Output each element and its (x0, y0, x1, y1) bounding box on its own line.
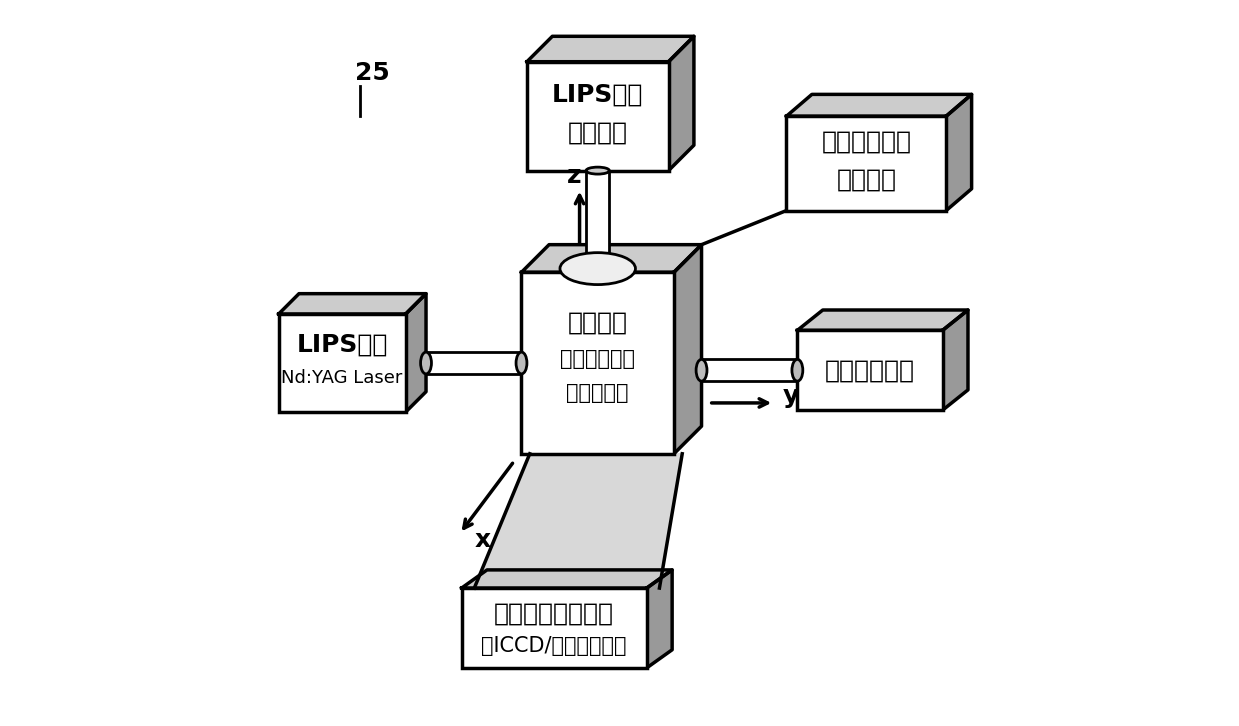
Polygon shape (475, 454, 683, 588)
Polygon shape (787, 94, 971, 116)
Polygon shape (669, 36, 694, 171)
Polygon shape (647, 570, 672, 668)
Bar (787, 116, 947, 211)
Bar (462, 588, 647, 668)
Text: 收集系统: 收集系统 (567, 120, 628, 144)
Polygon shape (674, 245, 701, 454)
Text: 密闭气室: 密闭气室 (567, 311, 628, 335)
Polygon shape (527, 36, 694, 62)
Ellipse shape (586, 167, 610, 174)
Text: （内含三维电: （内含三维电 (560, 349, 636, 370)
Bar (798, 330, 943, 410)
Ellipse shape (696, 359, 707, 381)
Polygon shape (947, 94, 971, 211)
Ellipse shape (560, 253, 636, 285)
Text: LIPS光源: LIPS光源 (296, 333, 388, 357)
Bar (586, 171, 610, 272)
Bar (426, 352, 522, 374)
Polygon shape (943, 310, 968, 410)
Bar (701, 359, 798, 381)
Bar (522, 272, 674, 454)
Text: 气体检测模块: 气体检测模块 (825, 358, 914, 383)
Text: 25: 25 (354, 60, 389, 85)
Text: Nd:YAG Laser: Nd:YAG Laser (281, 369, 403, 386)
Text: 测速模块: 测速模块 (836, 167, 896, 192)
Text: 动样品台）: 动样品台） (566, 383, 629, 404)
Polygon shape (798, 310, 968, 330)
Text: 动态图像采集模块: 动态图像采集模块 (494, 601, 615, 626)
Bar (527, 62, 669, 171)
Text: z: z (566, 164, 581, 188)
Text: 激光外差干涉: 激光外差干涉 (821, 129, 912, 154)
Ellipse shape (420, 352, 431, 374)
Ellipse shape (792, 359, 803, 381)
Text: y: y (783, 384, 799, 408)
Polygon shape (405, 293, 426, 412)
Text: x: x (475, 528, 491, 552)
Ellipse shape (586, 269, 610, 276)
Text: （ICCD/高速摄像机）: （ICCD/高速摄像机） (482, 636, 627, 656)
Text: LIPS光谱: LIPS光谱 (553, 82, 643, 107)
Ellipse shape (517, 352, 527, 374)
Polygon shape (279, 293, 426, 314)
Polygon shape (522, 245, 701, 272)
Bar (279, 314, 405, 412)
Polygon shape (462, 570, 672, 588)
